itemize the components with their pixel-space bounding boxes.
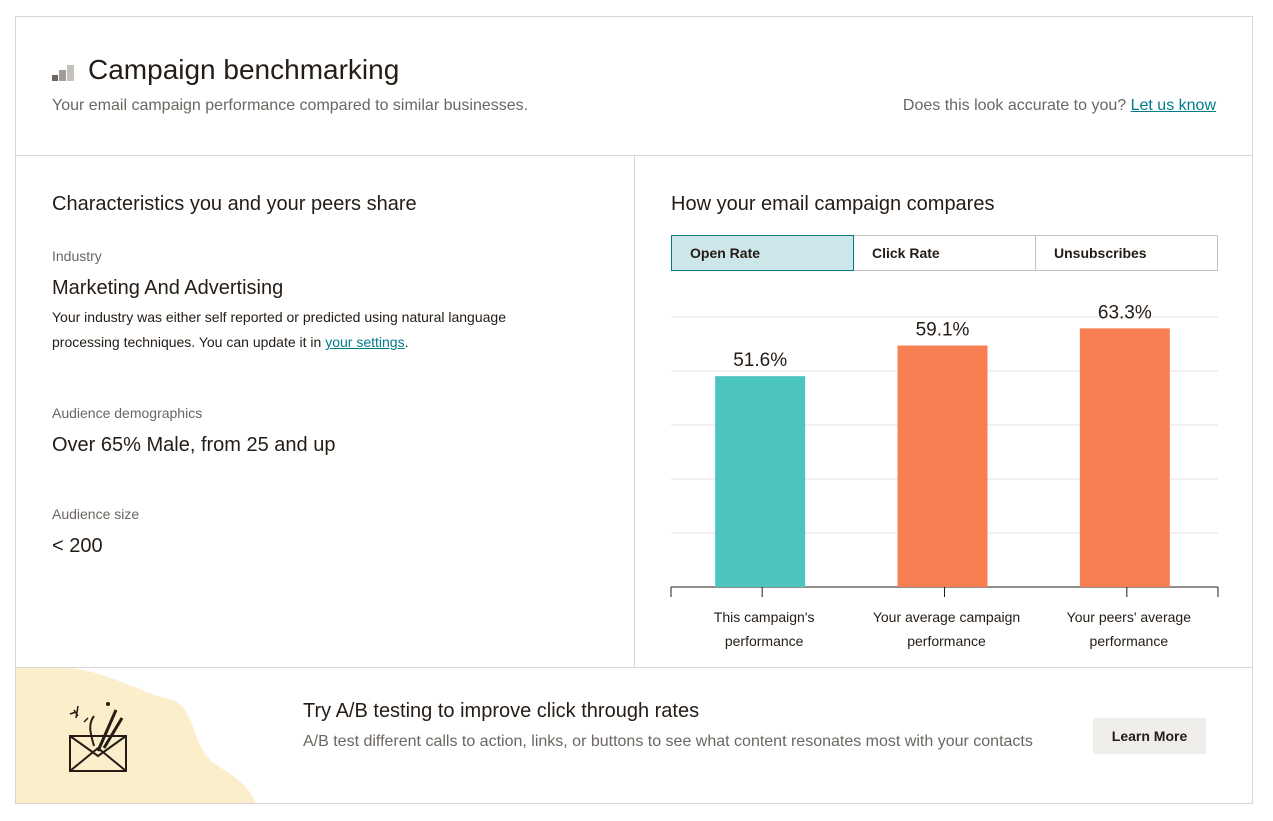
industry-description-end: .	[404, 334, 409, 350]
tab-open-rate[interactable]: Open Rate	[671, 235, 854, 271]
chart-bar	[1079, 328, 1170, 587]
comparison-heading: How your email campaign compares	[671, 193, 995, 215]
audience-size-label: Audience size	[52, 506, 140, 522]
characteristics-panel: Characteristics you and your peers share…	[16, 155, 635, 667]
metric-tabs: Open Rate Click Rate Unsubscribes	[671, 235, 1218, 271]
chart-data-label: 51.6%	[733, 350, 787, 371]
promo-banner: Try A/B testing to improve click through…	[16, 667, 1252, 803]
chart-category-label: performance	[725, 633, 804, 649]
demographics-label: Audience demographics	[52, 405, 203, 421]
benchmark-card: Campaign benchmarking Your email campaig…	[15, 16, 1253, 804]
comparison-panel: How your email campaign compares Open Ra…	[635, 155, 1252, 667]
chart-data-label: 59.1%	[916, 320, 970, 341]
industry-description-text: Your industry was either self reported o…	[52, 309, 506, 350]
industry-description: Your industry was either self reported o…	[52, 305, 572, 355]
tab-click-rate[interactable]: Click Rate	[854, 235, 1036, 271]
chart-data-label: 63.3%	[1098, 302, 1152, 323]
open-rate-chart: 51.6% This campaign's performance 59.1% Your…	[670, 302, 1219, 649]
card-header: Campaign benchmarking Your email campaig…	[16, 17, 1252, 156]
promo-background-shape	[16, 668, 256, 803]
chart-bar	[897, 345, 988, 587]
industry-label: Industry	[52, 248, 102, 264]
industry-value: Marketing And Advertising	[52, 277, 284, 299]
let-us-know-link[interactable]: Let us know	[1130, 97, 1216, 114]
chart-category-label: performance	[1090, 633, 1169, 649]
your-settings-link[interactable]: your settings	[325, 334, 405, 350]
bar-chart-icon	[52, 65, 74, 81]
page-subtitle: Your email campaign performance compared…	[52, 97, 529, 114]
envelope-illustration-icon	[69, 702, 127, 772]
promo-title: Try A/B testing to improve click through…	[303, 700, 700, 722]
promo-description: A/B test different calls to action, link…	[303, 733, 1033, 750]
chart-category-label: performance	[907, 633, 986, 649]
learn-more-button[interactable]: Learn More	[1093, 718, 1206, 754]
accuracy-feedback: Does this look accurate to you? Let us k…	[903, 97, 1216, 115]
accuracy-prompt: Does this look accurate to you?	[902, 97, 1127, 114]
chart-category-label: This campaign's	[714, 609, 815, 625]
chart-category-label: Your average campaign	[873, 609, 1020, 625]
audience-size-value: < 200	[52, 535, 103, 557]
characteristics-heading: Characteristics you and your peers share	[52, 193, 417, 215]
chart-category-label: Your peers' average	[1067, 609, 1192, 625]
chart-bar	[715, 376, 806, 587]
page-title: Campaign benchmarking	[88, 54, 400, 85]
tab-unsubscribes[interactable]: Unsubscribes	[1036, 235, 1218, 271]
demographics-value: Over 65% Male, from 25 and up	[52, 434, 336, 456]
